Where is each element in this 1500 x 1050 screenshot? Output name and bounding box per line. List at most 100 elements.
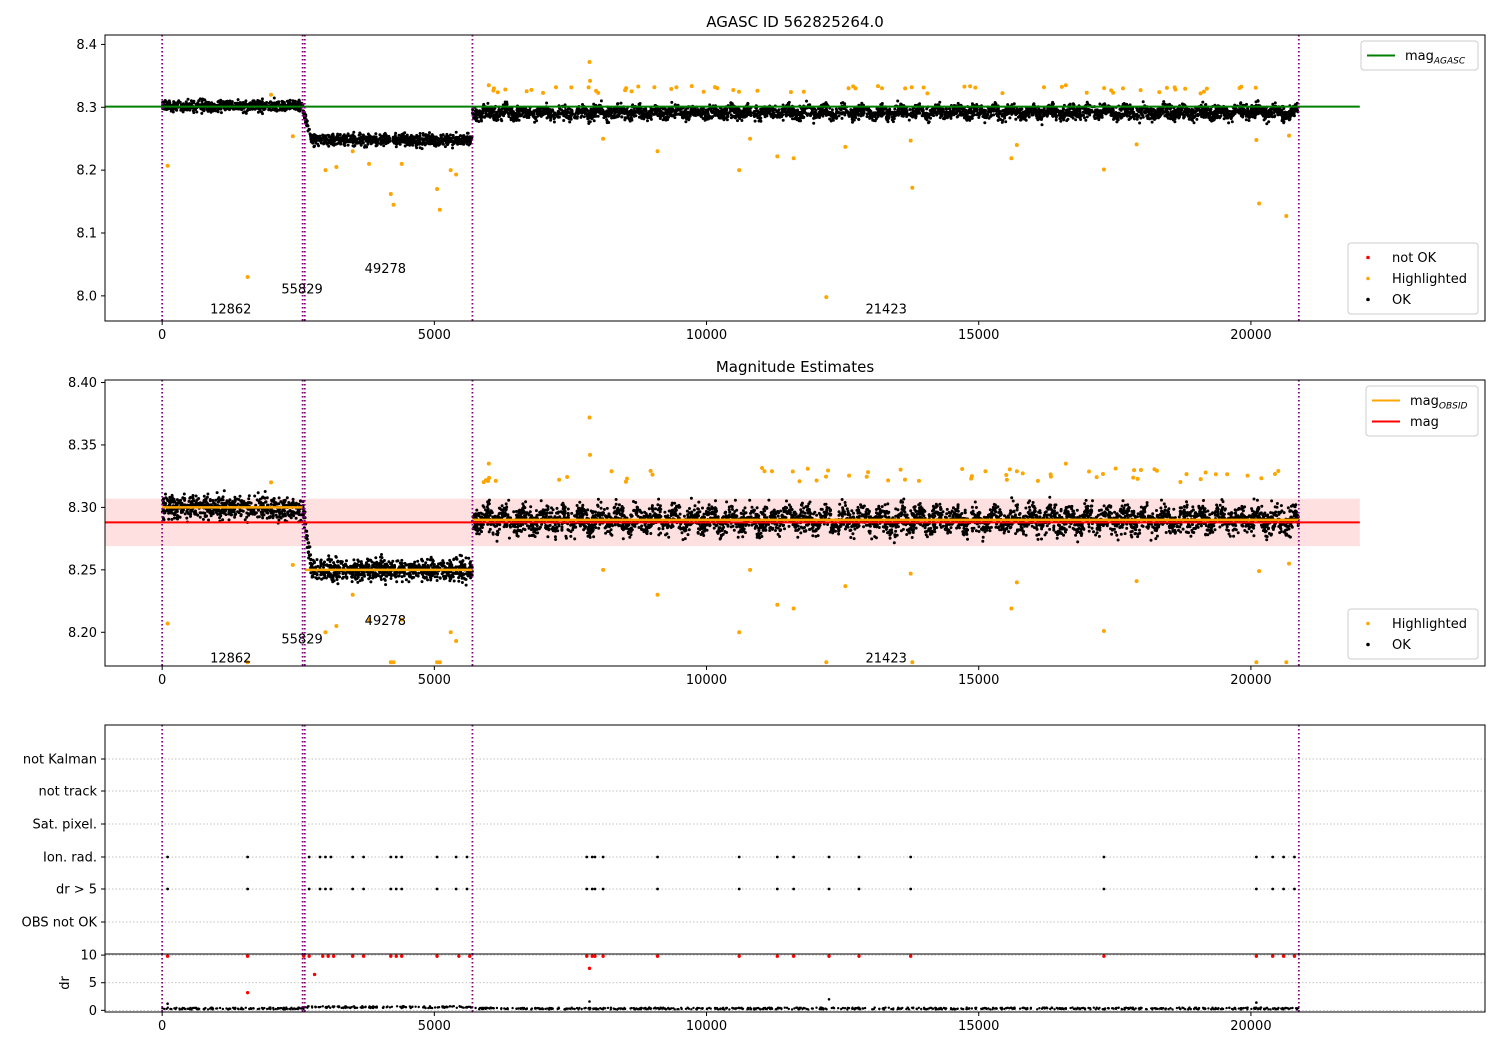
ok-point [445, 142, 449, 145]
ok-point [399, 140, 402, 144]
ok-point [420, 147, 424, 151]
ok-point [162, 107, 166, 111]
ok-point [592, 107, 595, 111]
ok-point [274, 107, 278, 111]
ok-point [235, 101, 239, 105]
ok-point [200, 99, 204, 103]
ok-point [220, 100, 224, 104]
ok-point [292, 101, 296, 105]
ok-point [694, 112, 698, 116]
ok-point [226, 100, 230, 104]
ok-point [1090, 109, 1094, 112]
ok-point [459, 142, 463, 146]
ok-point [851, 120, 854, 124]
ok-point [1164, 108, 1168, 112]
ok-point [313, 144, 316, 148]
ok-point [415, 146, 419, 150]
ok-point [471, 108, 475, 112]
ok-point [177, 99, 181, 103]
ok-point [1140, 108, 1144, 111]
ok-point [619, 101, 623, 105]
ok-point [465, 131, 469, 135]
ok-point [231, 107, 235, 111]
ok-point [617, 112, 621, 116]
ok-point [522, 115, 526, 119]
ok-point [384, 142, 388, 146]
ok-point [1115, 115, 1119, 119]
ok-point [937, 109, 941, 113]
ok-point [1127, 118, 1131, 121]
ok-point [324, 134, 328, 138]
ok-point [273, 101, 277, 105]
ok-point [1241, 115, 1245, 119]
ok-point [1137, 110, 1141, 114]
ok-point [1005, 112, 1009, 116]
ok-point [1068, 114, 1072, 118]
ok-point [1230, 120, 1234, 124]
ok-point [1021, 114, 1025, 118]
ok-point [280, 108, 284, 112]
ok-point [1268, 112, 1272, 116]
ok-point [359, 143, 363, 147]
ok-point [880, 113, 884, 117]
ok-point [1282, 120, 1286, 124]
ok-point [246, 108, 250, 112]
ok-point [646, 119, 649, 123]
ok-point [562, 119, 566, 122]
ok-point [502, 113, 505, 117]
ok-point [316, 135, 320, 138]
ok-point [1267, 120, 1271, 124]
ok-point [398, 137, 402, 141]
ok-point [363, 145, 366, 149]
ok-point [384, 137, 388, 141]
ok-point [722, 117, 726, 121]
ok-point [545, 101, 549, 105]
ok-point [1100, 115, 1104, 119]
ok-point [418, 134, 422, 138]
ok-point [662, 116, 666, 120]
ok-point [184, 101, 188, 105]
ok-point [983, 121, 987, 125]
ok-point [256, 110, 260, 114]
ok-point [355, 140, 359, 144]
ok-point [552, 120, 556, 124]
ok-point [468, 135, 472, 139]
ok-point [1209, 109, 1212, 113]
ok-point [1135, 117, 1139, 121]
ok-point [1172, 116, 1176, 120]
ok-point [578, 110, 582, 114]
ok-point [243, 110, 247, 114]
ok-point [661, 107, 665, 111]
ok-point [192, 99, 196, 103]
ok-point [200, 111, 204, 115]
ok-point [214, 109, 218, 113]
ok-point [428, 131, 431, 135]
ok-point [297, 108, 301, 112]
ok-point [1179, 107, 1183, 111]
ok-point [441, 140, 444, 143]
ok-point [351, 144, 355, 148]
ok-point [812, 121, 816, 125]
ok-point [325, 142, 329, 146]
ok-point [236, 98, 240, 102]
ok-point [1239, 102, 1242, 106]
ok-point [871, 118, 875, 122]
ok-point [989, 110, 993, 114]
ok-point [278, 108, 282, 112]
ok-point [267, 101, 271, 105]
ok-point [216, 100, 220, 104]
ok-point [669, 110, 673, 114]
ok-point [1254, 100, 1258, 104]
ok-point [238, 101, 242, 105]
ok-point [938, 100, 942, 104]
ok-point [172, 101, 176, 105]
ok-point [920, 114, 924, 118]
ok-point [1084, 108, 1088, 112]
ok-point [351, 137, 354, 141]
ok-point [744, 109, 748, 113]
ok-point [736, 119, 739, 123]
ok-point [599, 99, 603, 103]
ok-point [427, 134, 431, 138]
ok-point [830, 108, 834, 112]
ok-point [305, 124, 309, 128]
